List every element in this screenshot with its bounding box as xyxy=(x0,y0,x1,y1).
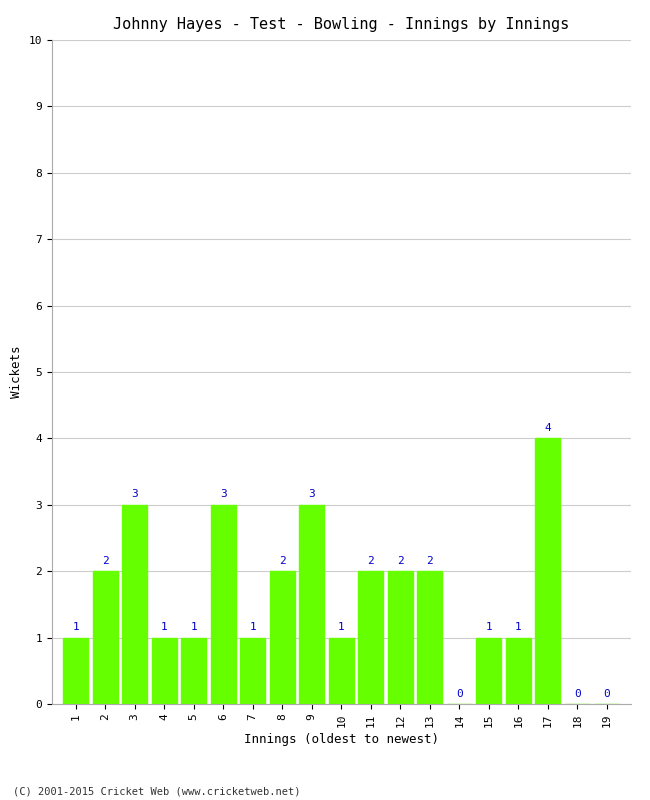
Text: (C) 2001-2015 Cricket Web (www.cricketweb.net): (C) 2001-2015 Cricket Web (www.cricketwe… xyxy=(13,786,300,796)
Text: 1: 1 xyxy=(486,622,492,632)
Text: 1: 1 xyxy=(72,622,79,632)
Text: 2: 2 xyxy=(367,556,374,566)
Bar xyxy=(63,638,88,704)
Text: 2: 2 xyxy=(102,556,109,566)
Bar xyxy=(536,438,560,704)
Y-axis label: Wickets: Wickets xyxy=(10,346,23,398)
Bar xyxy=(358,571,384,704)
Bar xyxy=(388,571,413,704)
Bar xyxy=(151,638,177,704)
Text: 1: 1 xyxy=(515,622,522,632)
Text: 1: 1 xyxy=(190,622,197,632)
Bar xyxy=(122,505,147,704)
Text: 2: 2 xyxy=(397,556,404,566)
Text: 2: 2 xyxy=(279,556,285,566)
Text: 1: 1 xyxy=(250,622,256,632)
Bar xyxy=(506,638,531,704)
Text: 3: 3 xyxy=(220,490,227,499)
Bar xyxy=(329,638,354,704)
Bar xyxy=(417,571,443,704)
Bar xyxy=(211,505,236,704)
Text: 0: 0 xyxy=(574,689,580,698)
X-axis label: Innings (oldest to newest): Innings (oldest to newest) xyxy=(244,733,439,746)
Text: 1: 1 xyxy=(338,622,344,632)
Text: 4: 4 xyxy=(545,423,551,433)
Text: 1: 1 xyxy=(161,622,168,632)
Bar xyxy=(240,638,265,704)
Bar xyxy=(270,571,294,704)
Bar xyxy=(299,505,324,704)
Bar xyxy=(476,638,501,704)
Text: 2: 2 xyxy=(426,556,433,566)
Text: 3: 3 xyxy=(308,490,315,499)
Bar xyxy=(181,638,206,704)
Bar xyxy=(92,571,118,704)
Text: 3: 3 xyxy=(131,490,138,499)
Text: 0: 0 xyxy=(603,689,610,698)
Text: 0: 0 xyxy=(456,689,463,698)
Title: Johnny Hayes - Test - Bowling - Innings by Innings: Johnny Hayes - Test - Bowling - Innings … xyxy=(113,17,569,32)
